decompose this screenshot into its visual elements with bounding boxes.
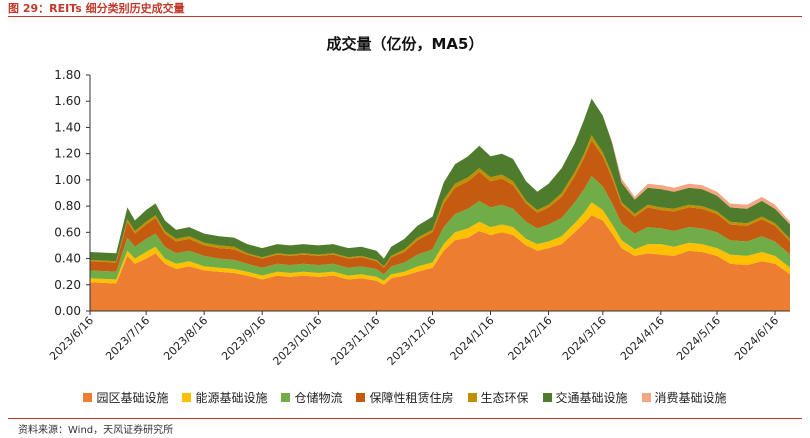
legend-swatch [182, 393, 192, 402]
y-tick-label: 1.60 [54, 94, 81, 108]
x-tick-label: 2023/10/16 [270, 314, 324, 368]
legend-swatch [356, 393, 366, 402]
legend: 园区基础设施 能源基础设施 仓储物流 保障性租赁住房 生态环保 交通基础设施 消费基础设施 [8, 389, 802, 406]
legend-item-6: 消费基础设施 [641, 389, 727, 406]
legend-item-1: 能源基础设施 [182, 389, 267, 406]
x-tick-label: 2023/7/16 [103, 314, 152, 363]
y-tick-label: 1.80 [54, 68, 81, 82]
x-tick-label: 2024/1/16 [448, 314, 497, 363]
x-tick-label: 2023/9/16 [219, 314, 268, 363]
legend-item-4: 生态环保 [467, 389, 529, 406]
x-tick-label: 2024/5/16 [674, 314, 723, 363]
x-tick-label: 2024/6/16 [732, 314, 781, 363]
legend-label: 交通基础设施 [555, 391, 628, 405]
chart-title: 成交量（亿份，MA5） [326, 35, 484, 53]
legend-swatch [641, 393, 651, 402]
legend-item-2: 仓储物流 [281, 389, 342, 406]
legend-swatch [281, 393, 291, 402]
series-area-2 [90, 176, 790, 281]
x-tick-label: 2023/11/16 [328, 314, 382, 368]
legend-swatch [542, 393, 552, 402]
legend-label: 园区基础设施 [96, 391, 169, 405]
y-tick-label: 1.20 [54, 147, 81, 161]
legend-label: 消费基础设施 [654, 391, 727, 405]
x-tick-label: 2024/3/16 [560, 314, 609, 363]
x-tick-label: 2023/12/16 [385, 314, 439, 368]
source-note: 资料来源：Wind，天风证券研究所 [18, 425, 174, 436]
legend-item-5: 交通基础设施 [542, 389, 628, 406]
series-area-0 [90, 215, 790, 311]
y-tick-label: 0.40 [54, 252, 81, 266]
figure-caption: 图 29：REITs 细分类别历史成交量 [8, 2, 185, 15]
caption-rule [8, 16, 802, 17]
legend-swatch [467, 393, 477, 402]
x-tick-label: 2023/8/16 [161, 314, 210, 363]
legend-label: 能源基础设施 [195, 391, 268, 405]
series-areas [90, 98, 790, 311]
legend-item-0: 园区基础设施 [83, 389, 168, 406]
y-tick-label: 0.20 [54, 278, 81, 292]
legend-swatch [83, 393, 93, 402]
x-tick-label: 2024/4/16 [618, 314, 667, 363]
legend-label: 保障性租赁住房 [369, 391, 454, 405]
x-tick-label: 2024/2/16 [506, 314, 555, 363]
y-tick-label: 0.80 [54, 199, 81, 213]
y-tick-label: 0.60 [54, 225, 81, 239]
source-rule [8, 418, 802, 419]
y-tick-label: 1.00 [54, 173, 81, 187]
y-tick-label: 0.00 [54, 304, 81, 318]
x-tick-label: 2023/6/16 [47, 314, 96, 363]
legend-label: 生态环保 [480, 391, 529, 405]
y-tick-label: 1.40 [54, 120, 81, 134]
legend-label: 仓储物流 [294, 391, 343, 405]
legend-item-3: 保障性租赁住房 [356, 389, 454, 406]
